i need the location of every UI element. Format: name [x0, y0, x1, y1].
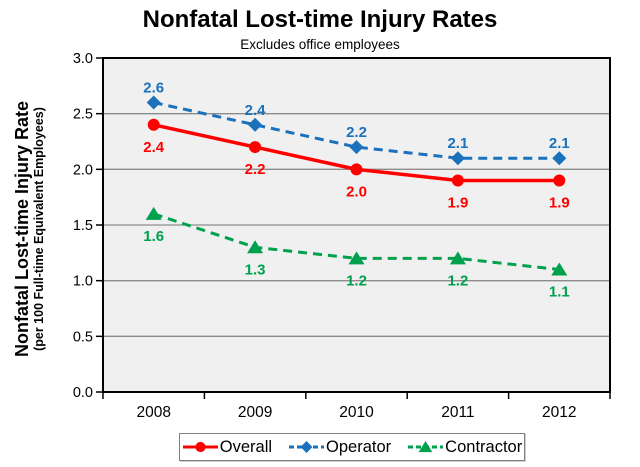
x-axis-tick-label: 2009: [238, 404, 272, 421]
marker-triangle-contractor: [145, 206, 162, 220]
x-axis-tick-label: 2011: [441, 404, 474, 421]
data-label-operator: 2.4: [245, 102, 267, 119]
marker-diamond-operator: [248, 117, 263, 132]
marker-triangle-contractor: [247, 240, 264, 254]
data-label-contractor: 1.1: [549, 284, 570, 301]
legend-label-operator: Operator: [326, 437, 392, 456]
chart-title: Nonfatal Lost-time Injury Rates: [142, 6, 498, 33]
data-label-overall: 2.0: [346, 183, 367, 200]
marker-triangle-contractor: [418, 441, 433, 453]
chart-subtitle: Excludes office employees: [240, 37, 400, 52]
marker-circle-overall: [553, 174, 566, 187]
legend-label-contractor: Contractor: [445, 437, 523, 456]
legend-item-operator: Operator: [288, 438, 391, 457]
legend: Overall Operator Contractor: [179, 433, 525, 461]
legend-item-overall: Overall: [182, 438, 272, 457]
data-label-contractor: 1.2: [447, 272, 468, 289]
marker-diamond-operator: [552, 151, 567, 166]
legend-circle-swatch: [182, 441, 218, 453]
data-label-overall: 2.2: [245, 161, 266, 178]
data-label-operator: 2.2: [346, 124, 367, 141]
data-label-contractor: 1.6: [143, 228, 164, 245]
marker-circle-overall: [249, 141, 262, 154]
marker-diamond-operator: [146, 95, 161, 110]
data-label-operator: 2.1: [447, 135, 468, 152]
y-axis-tick-label: 2.5: [73, 107, 93, 123]
data-label-operator: 2.1: [549, 135, 570, 152]
legend-item-contractor: Contractor: [407, 438, 522, 457]
marker-triangle-contractor: [348, 251, 365, 265]
marker-triangle-contractor: [551, 262, 568, 276]
marker-diamond-operator: [300, 441, 313, 453]
data-label-overall: 2.4: [143, 139, 165, 156]
legend-label-overall: Overall: [219, 437, 273, 456]
y-axis-tick-label: 3.0: [73, 51, 93, 67]
marker-circle-overall: [350, 163, 363, 176]
x-axis-tick-label: 2010: [339, 404, 374, 421]
data-label-overall: 1.9: [549, 194, 570, 211]
data-label-operator: 2.6: [143, 80, 164, 97]
y-axis-tick-label: 2.0: [73, 162, 93, 178]
marker-diamond-operator: [349, 140, 364, 155]
y-axis-tick-label: 0.5: [73, 329, 93, 345]
y-axis-tick-label: 1.0: [73, 274, 93, 290]
data-label-overall: 1.9: [447, 194, 468, 211]
data-label-contractor: 1.2: [346, 272, 367, 289]
marker-circle-overall: [451, 174, 464, 187]
marker-circle-overall: [147, 118, 160, 131]
x-axis-tick-label: 2008: [136, 404, 170, 421]
data-label-contractor: 1.3: [245, 261, 266, 278]
marker-circle-overall: [195, 441, 206, 453]
x-axis-tick-label: 2012: [542, 404, 576, 421]
marker-diamond-operator: [450, 151, 465, 166]
plot-border: [102, 57, 611, 393]
legend-triangle-swatch: [408, 441, 444, 453]
y-axis-tick-label: 1.5: [73, 218, 93, 234]
y-axis-tick-label: 0.0: [73, 385, 93, 401]
legend-diamond-swatch: [289, 441, 325, 453]
marker-triangle-contractor: [449, 251, 466, 265]
